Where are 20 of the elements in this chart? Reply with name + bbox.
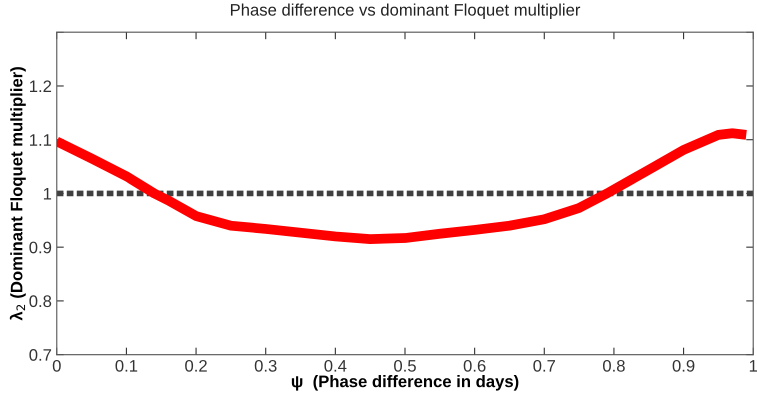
y-tick-label: 0.8 <box>29 295 52 308</box>
y-tick-label: 0.7 <box>29 349 52 361</box>
y-tick-label: 1.1 <box>30 134 52 146</box>
x-tick-label: 0.9 <box>672 360 694 372</box>
x-tick-label: 0.8 <box>602 360 625 372</box>
x-tick-label: 0.6 <box>464 360 486 372</box>
y-axis-title: λ$_{2}$ (Dominant Floquet multiplier) <box>10 67 26 321</box>
chart-title: Phase difference vs dominant Floquet multiplier <box>230 3 580 20</box>
x-tick-label: 0.3 <box>254 360 277 372</box>
x-tick-label: 0 <box>52 360 61 372</box>
x-axis-title: ψ (Phase difference in days) <box>292 375 518 391</box>
x-tick-label: 0.4 <box>324 360 346 372</box>
y-tick-label: 1.2 <box>30 80 52 92</box>
x-tick-label: 1 <box>750 360 757 372</box>
y-tick-label: 1 <box>44 188 52 200</box>
x-tick-label: 0.2 <box>185 360 207 372</box>
x-tick-label: 0.5 <box>394 360 416 372</box>
y-tick-label: 0.9 <box>29 242 52 254</box>
x-tick-label: 0.1 <box>115 360 138 372</box>
x-tick-label: 0.7 <box>533 360 556 372</box>
